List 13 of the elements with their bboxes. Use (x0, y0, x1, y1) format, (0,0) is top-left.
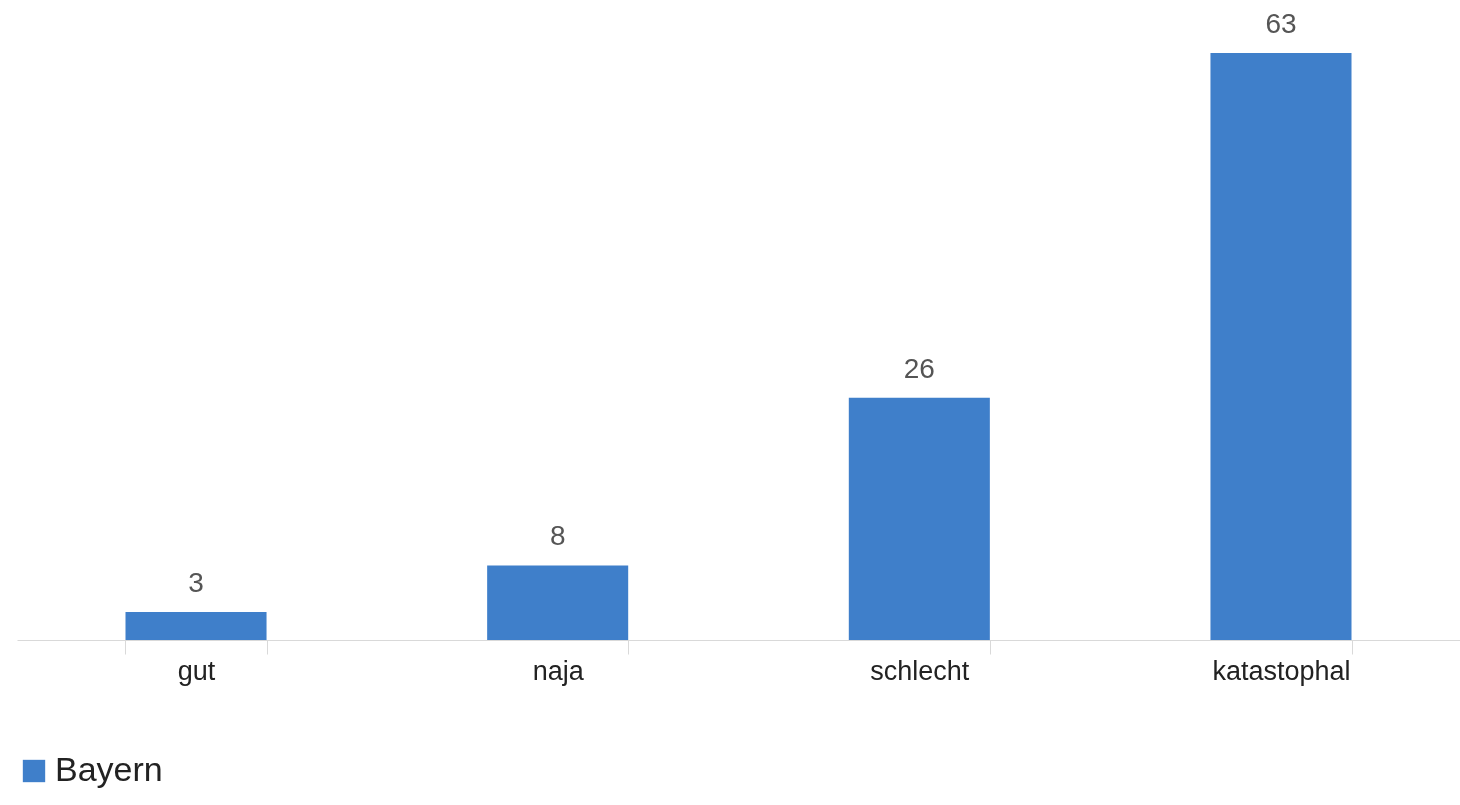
bar (848, 397, 990, 640)
legend-label: Bayern (55, 750, 163, 788)
bar (125, 612, 267, 640)
x-tick-label: katastophal (1212, 655, 1351, 686)
x-tick-label: gut (177, 655, 216, 686)
data-label: 63 (1265, 8, 1297, 39)
bar (487, 565, 629, 640)
data-label: 3 (188, 567, 204, 599)
data-label: 26 (903, 352, 935, 384)
x-tick-label: schlecht (870, 655, 970, 686)
data-label: 8 (549, 520, 566, 552)
x-tick-label: naja (532, 655, 585, 686)
bar (1210, 53, 1352, 640)
